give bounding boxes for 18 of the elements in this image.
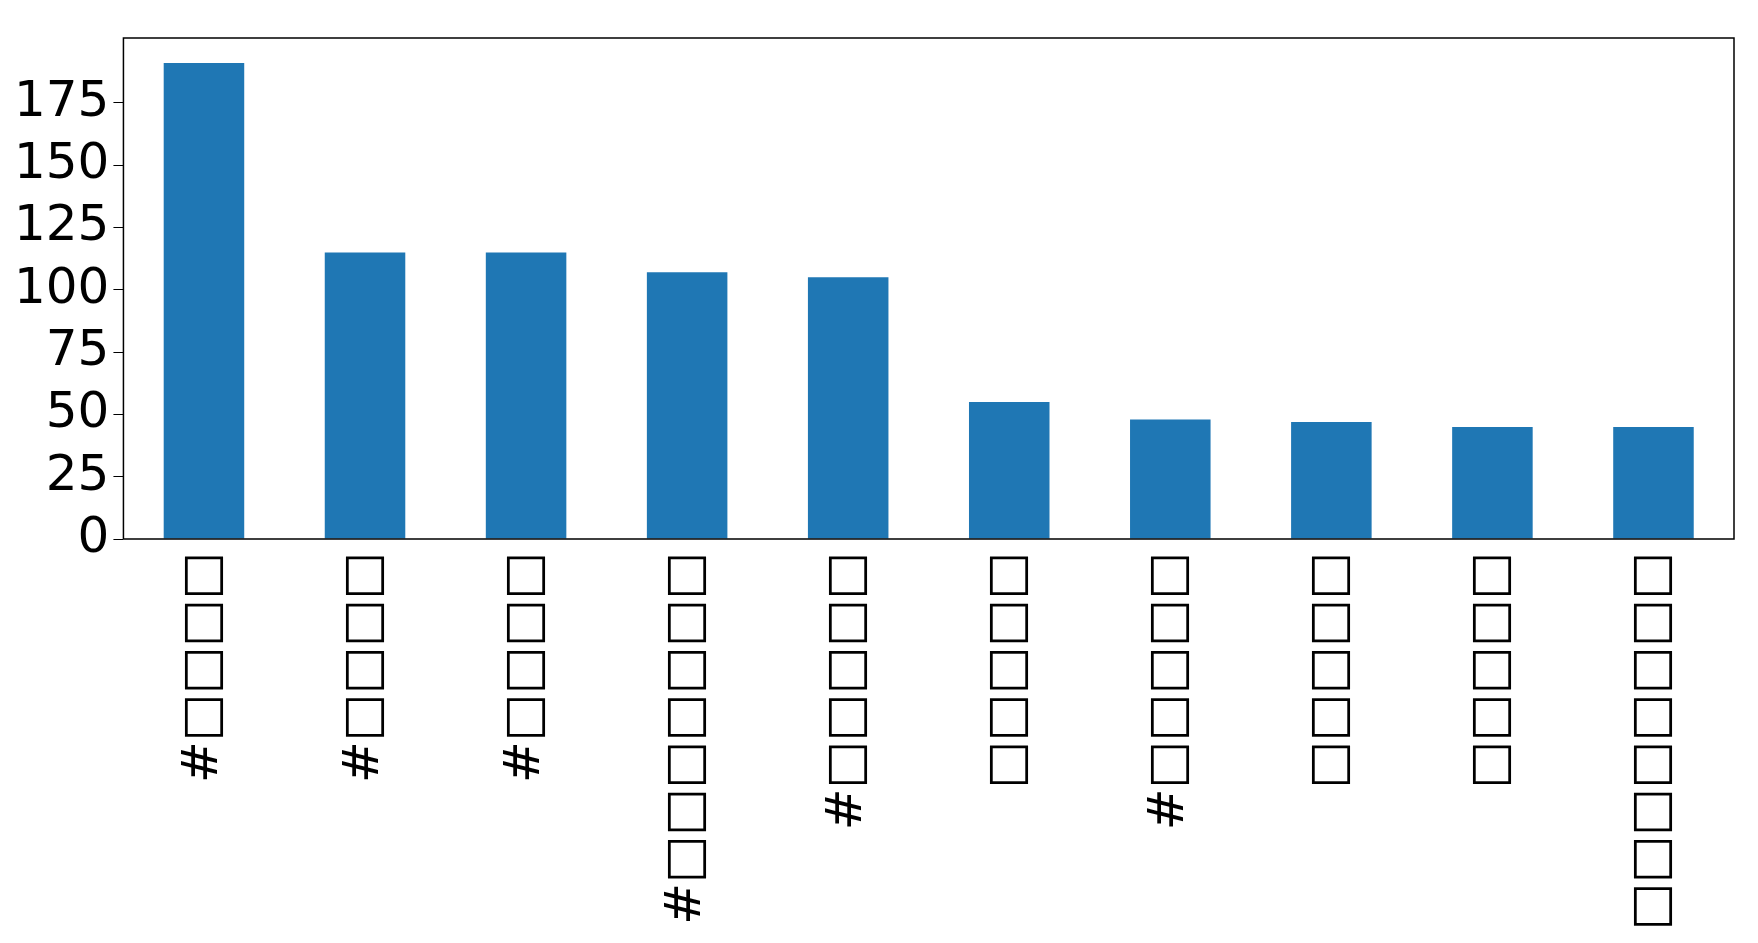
y-tick-label: 100	[14, 256, 110, 315]
y-tick-label: 0	[77, 506, 110, 565]
x-tick-label: □□□□□	[976, 552, 1035, 789]
y-tick-label: 175	[14, 69, 110, 128]
y-tick-label: 75	[45, 319, 110, 378]
y-tick-label: 25	[45, 443, 110, 502]
x-tick-label: #□□□□	[332, 552, 390, 783]
y-tick-label: 50	[45, 381, 110, 440]
x-tick-label: #□□□□□□□	[654, 552, 713, 925]
y-tick-label: 125	[14, 194, 110, 253]
x-tick-label: #□□□□□	[1137, 552, 1196, 831]
x-tick-label: #□□□□	[493, 552, 552, 783]
y-tick-label: 150	[14, 132, 110, 191]
x-tick-label: □□□□□	[1298, 552, 1357, 789]
x-tick-label: #□□□□	[170, 552, 229, 783]
x-tick-label: #□□□□□	[815, 552, 874, 831]
x-tick-label: □□□□□□□□	[1620, 552, 1679, 931]
x-tick-label: □□□□□	[1459, 552, 1518, 789]
